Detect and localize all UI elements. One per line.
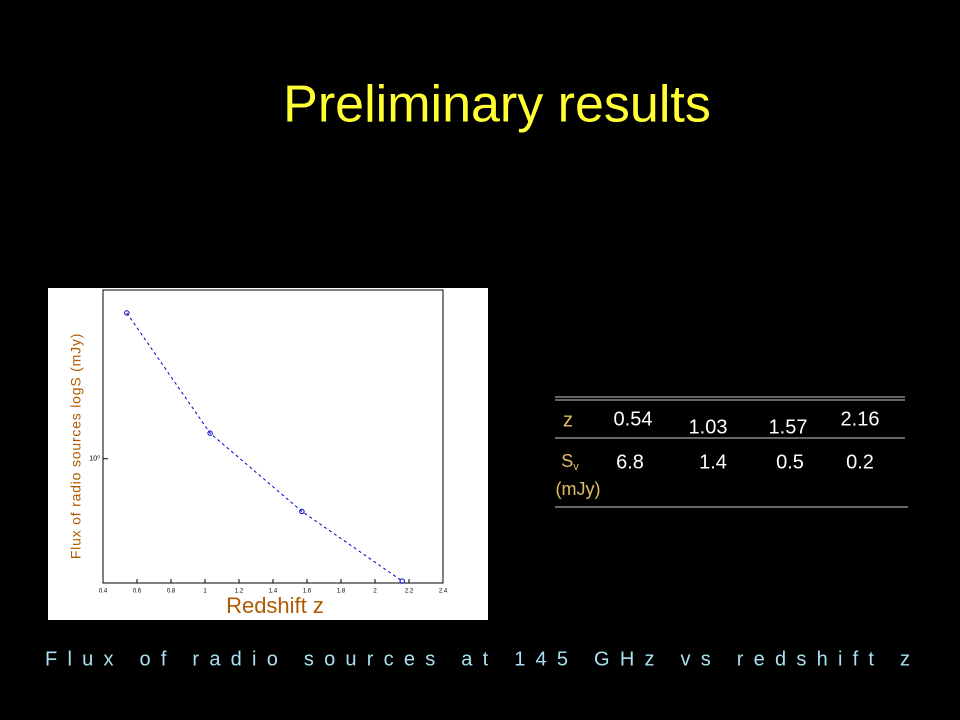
table-cell: 1.57: [769, 416, 808, 438]
x-tick-label: 1.6: [303, 589, 312, 595]
chart-image: [48, 288, 488, 620]
table-cell: 1.4: [699, 451, 727, 473]
table-cell: 1.03: [689, 416, 728, 438]
x-tick-label: 1: [203, 589, 207, 595]
row-label-symbol: S: [561, 451, 573, 471]
y-axis-label: Flux of radio sources logS (mJy): [68, 333, 84, 559]
x-tick-label: 0.6: [133, 589, 142, 595]
slide-title: Preliminary results: [283, 76, 711, 134]
row-label-subscript: v: [573, 461, 579, 473]
x-tick-label: 2.4: [439, 589, 448, 595]
row-unit: (mJy): [556, 479, 601, 499]
x-tick-label: 0.8: [167, 589, 176, 595]
data-point: [299, 508, 305, 515]
x-tick-label: 1.8: [337, 589, 346, 595]
x-tick-label: 2: [373, 589, 377, 595]
x-axis-label: Redshift z: [226, 593, 324, 618]
table-cell: 0.2: [846, 451, 874, 473]
table-cell: 0.54: [614, 408, 653, 430]
x-tick-label: 0.4: [99, 589, 108, 595]
data-point: [399, 578, 405, 584]
x-tick-label: 2.2: [405, 589, 414, 595]
y-tick-label: 10⁰: [89, 455, 100, 463]
x-tick-label: 1.2: [235, 589, 244, 595]
data-point: [207, 430, 213, 436]
data-table: z Sv (mJy) 0.54 1.03 1.57 2.16 6.8 1.4 0…: [555, 396, 908, 508]
table-cell: 2.16: [841, 408, 880, 430]
x-tick-label: 1.4: [269, 589, 278, 595]
table-cell: 6.8: [616, 451, 644, 473]
table-cell: 0.5: [776, 451, 804, 473]
data-point: [124, 310, 130, 316]
row-label: z: [563, 409, 573, 431]
row-label: Sv: [561, 451, 579, 473]
data-line: [126, 312, 403, 582]
